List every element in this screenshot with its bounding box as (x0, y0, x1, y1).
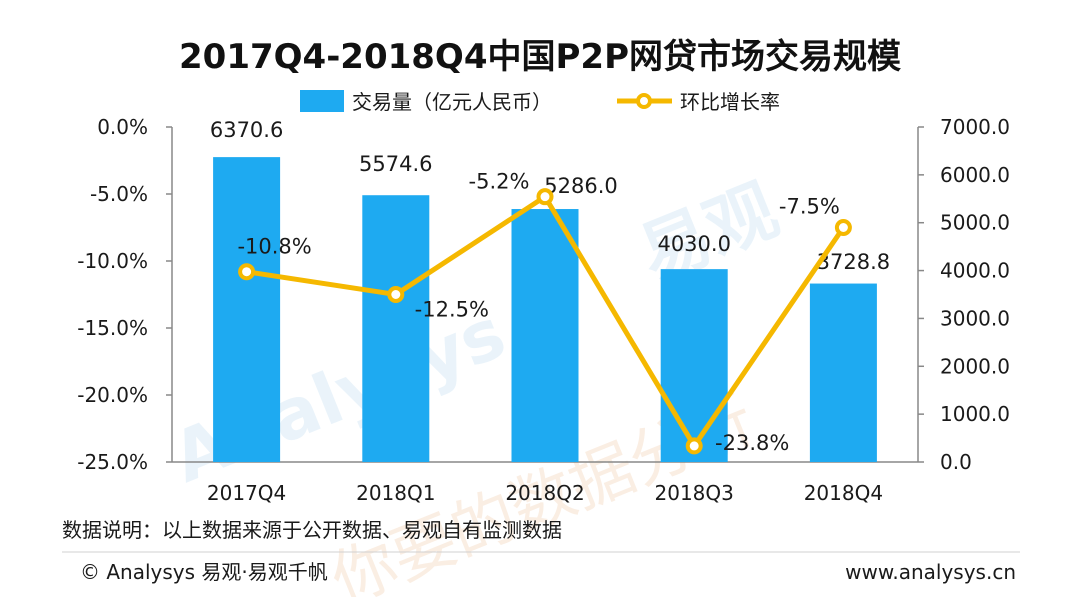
bar-value-label: 6370.6 (210, 118, 283, 142)
left-tick-label: 0.0% (97, 115, 148, 139)
left-tick-label: -10.0% (77, 249, 148, 273)
category-label: 2018Q3 (655, 481, 734, 505)
bar-2017Q4 (213, 157, 281, 463)
bar-data-labels: 6370.6 5574.6 5286.0 4030.0 3728.8 (210, 118, 890, 274)
left-tick-label: -25.0% (77, 450, 148, 474)
right-tick-label: 2000.0 (940, 354, 1010, 378)
legend-bar-swatch (300, 90, 344, 112)
category-label: 2018Q1 (356, 481, 435, 505)
rate-value-label: -23.8% (715, 431, 789, 455)
right-tick-label: 4000.0 (940, 259, 1010, 283)
left-axis-ticks: 0.0% -5.0% -10.0% -15.0% -20.0% -25.0% (77, 115, 172, 474)
rate-value-label: -7.5% (779, 195, 840, 219)
bar-series (213, 157, 877, 463)
rate-value-label: -5.2% (469, 170, 530, 194)
footer-right: www.analysys.cn (845, 560, 1016, 584)
rate-point-2017Q4 (238, 263, 256, 281)
right-tick-label: 3000.0 (940, 306, 1010, 330)
legend-bar-label: 交易量（亿元人民币） (352, 90, 552, 114)
footer-left: © Analysys 易观·易观千帆 (80, 560, 328, 584)
bar-value-label: 3728.8 (817, 250, 890, 274)
legend: 交易量（亿元人民币） 环比增长率 (300, 90, 780, 114)
left-tick-label: -20.0% (77, 383, 148, 407)
legend-line-label: 环比增长率 (680, 90, 780, 114)
right-tick-label: 5000.0 (940, 211, 1010, 235)
legend-line-marker (636, 93, 652, 109)
right-tick-label: 1000.0 (940, 402, 1010, 426)
bar-2018Q2 (511, 209, 579, 462)
category-label: 2018Q4 (804, 481, 883, 505)
bar-2018Q3 (660, 269, 728, 462)
source-note: 数据说明：以上数据来源于公开数据、易观自有监测数据 (62, 518, 562, 542)
rate-point-2018Q1 (387, 286, 405, 303)
rate-point-2018Q3 (685, 437, 703, 455)
rate-value-label: -10.8% (237, 235, 311, 259)
bar-2018Q4 (809, 283, 877, 462)
bar-value-label: 4030.0 (657, 232, 730, 256)
bar-value-label: 5286.0 (544, 174, 617, 198)
category-labels: 2017Q4 2018Q1 2018Q2 2018Q3 2018Q4 (207, 481, 883, 505)
bar-2018Q1 (362, 195, 430, 462)
right-tick-label: 7000.0 (940, 115, 1010, 139)
left-tick-label: -5.0% (90, 182, 148, 206)
right-tick-label: 6000.0 (940, 163, 1010, 187)
rate-value-label: -12.5% (415, 298, 489, 322)
line-series (238, 188, 852, 455)
right-tick-label: 0.0 (940, 450, 972, 474)
category-label: 2017Q4 (207, 481, 286, 505)
bar-value-label: 5574.6 (359, 152, 432, 176)
category-label: 2018Q2 (505, 481, 584, 505)
line-data-labels: -10.8% -12.5% -5.2% -23.8% -7.5% (237, 170, 839, 455)
right-axis-ticks: 7000.0 6000.0 5000.0 4000.0 3000.0 2000.0 1000… (918, 115, 1010, 474)
rate-point-2018Q2 (536, 188, 554, 206)
chart-title: 2017Q4-2018Q4中国P2P网贷市场交易规模 (179, 37, 901, 77)
left-tick-label: -15.0% (77, 316, 148, 340)
rate-point-2018Q4 (834, 219, 852, 236)
